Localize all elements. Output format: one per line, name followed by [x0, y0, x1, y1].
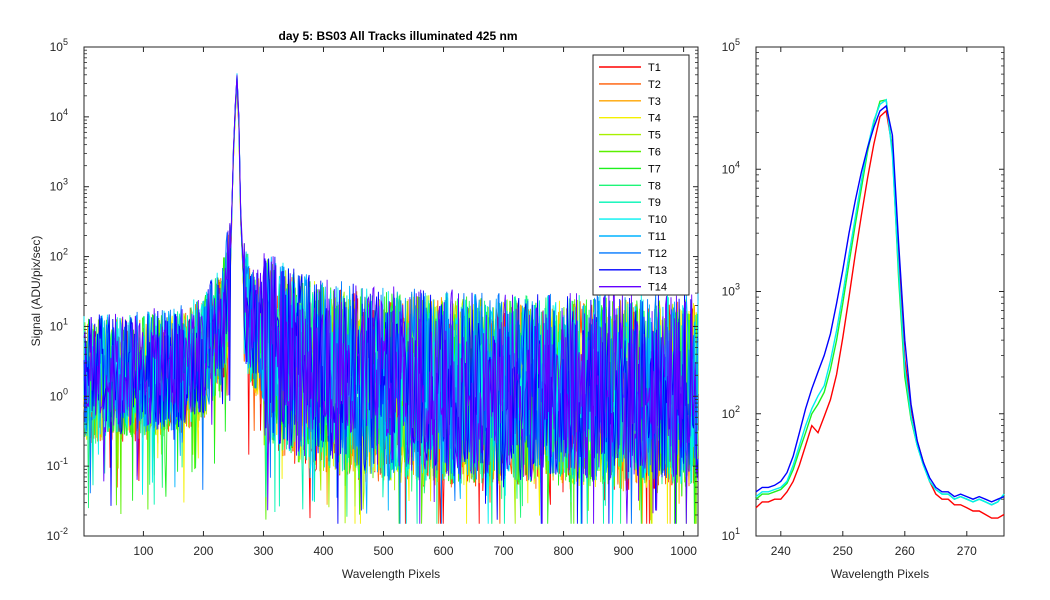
zoom-y-tick-label: 102: [722, 404, 740, 421]
main-series-lines: [83, 73, 699, 524]
legend-label-t1: T1: [648, 62, 661, 74]
main-y-tick-label: 10-1: [47, 456, 68, 473]
zoom-x-tick-label: 270: [957, 544, 977, 558]
main-axis-ticks: 100 200 300 400 500 600 700 800 900 1000 10-2 10-1 1…: [47, 37, 698, 558]
main-y-tick-label: 102: [50, 247, 68, 264]
main-series-line-t14: [83, 75, 699, 524]
zoom-peak-panel: 240 250 260 270 101 102 103 104 105 Wavelength P…: [722, 37, 1005, 581]
main-x-tick-label: 900: [614, 544, 634, 558]
zoom-series-line-t10: [755, 98, 1005, 506]
main-y-axis-label: Signal (ADU/pix/sec): [29, 236, 43, 347]
main-x-tick-label: 800: [554, 544, 574, 558]
main-x-tick-label: 500: [373, 544, 393, 558]
chart-title: day 5: BS03 All Tracks illuminated 425 n…: [279, 29, 518, 43]
legend-label-t10: T10: [648, 214, 667, 226]
legend-label-t4: T4: [648, 113, 661, 125]
main-y-tick-label: 101: [50, 316, 68, 333]
main-x-tick-label: 200: [193, 544, 213, 558]
legend-label-t9: T9: [648, 197, 661, 209]
zoom-x-tick-label: 250: [833, 544, 853, 558]
legend-label-t2: T2: [648, 79, 661, 91]
legend-label-t13: T13: [648, 265, 667, 277]
zoom-series-line-t13: [755, 104, 1005, 503]
zoom-y-tick-label: 103: [722, 282, 740, 299]
zoom-x-tick-label: 240: [771, 544, 791, 558]
zoom-y-tick-label: 101: [722, 526, 740, 543]
main-x-tick-label: 1000: [670, 544, 697, 558]
zoom-axis-ticks: 240 250 260 270 101 102 103 104 105: [722, 37, 1004, 558]
main-x-axis-label: Wavelength Pixels: [342, 567, 440, 581]
legend-label-t6: T6: [648, 147, 661, 159]
main-x-tick-label: 300: [253, 544, 273, 558]
main-y-tick-label: 103: [50, 177, 68, 194]
main-x-tick-label: 700: [494, 544, 514, 558]
main-x-tick-label: 100: [133, 544, 153, 558]
zoom-y-tick-label: 105: [722, 37, 740, 54]
legend-label-t11: T11: [648, 231, 666, 243]
main-y-tick-label: 100: [50, 386, 68, 403]
legend-box: [592, 54, 690, 296]
main-y-tick-label: 10-2: [47, 526, 68, 543]
legend-label-t12: T12: [648, 248, 667, 260]
main-x-tick-label: 400: [313, 544, 333, 558]
legend-label-t14: T14: [648, 282, 667, 294]
zoom-x-tick-label: 260: [895, 544, 915, 558]
legend-label-t8: T8: [648, 180, 661, 192]
main-y-tick-label: 104: [50, 107, 68, 124]
legend-items: T1 T2 T3 T4 T5 T6 T7 T8 T9 T10 T11 T12 T13 T14: [599, 62, 667, 294]
main-x-tick-label: 600: [434, 544, 454, 558]
zoom-series-line-t1: [755, 109, 1005, 519]
legend-label-t3: T3: [648, 96, 661, 108]
legend-label-t5: T5: [648, 130, 661, 142]
zoom-plot-area: [755, 46, 1005, 537]
zoom-x-axis-label: Wavelength Pixels: [831, 567, 929, 581]
zoom-y-tick-label: 104: [722, 159, 740, 176]
legend: T1 T2 T3 T4 T5 T6 T7 T8 T9 T10 T11 T12 T13 T14: [592, 54, 690, 296]
legend-label-t7: T7: [648, 163, 661, 175]
zoom-series-lines: [755, 98, 1005, 519]
main-y-tick-label: 105: [50, 37, 68, 54]
